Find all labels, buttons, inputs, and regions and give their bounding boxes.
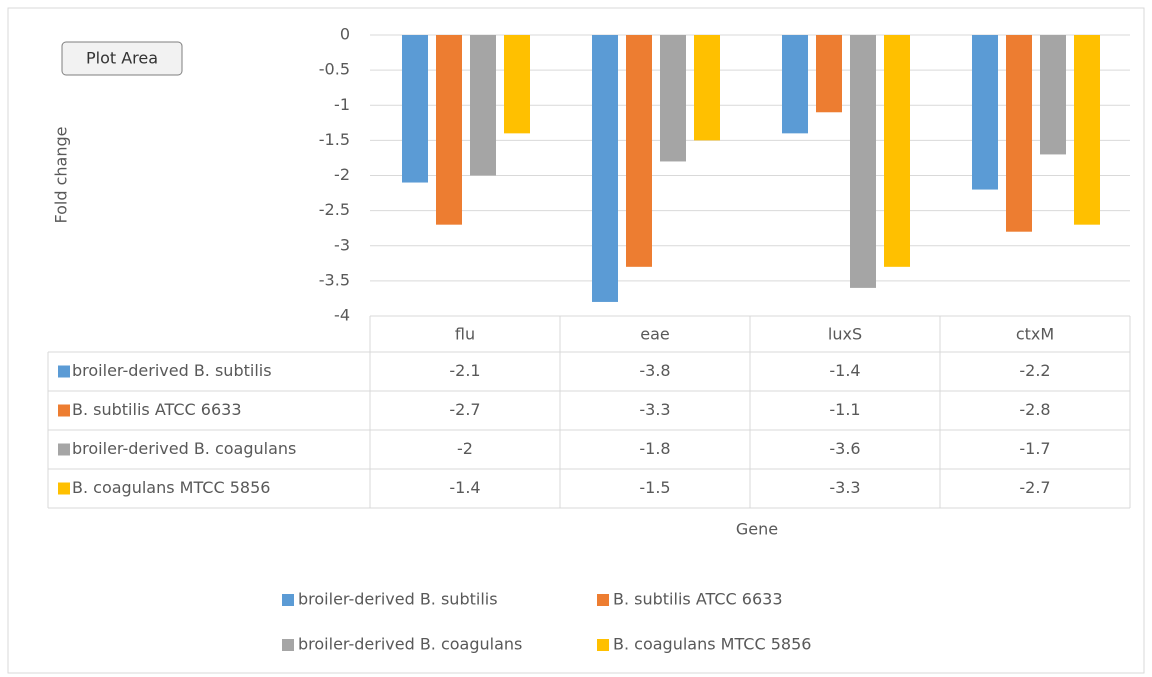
bar [436,35,462,225]
table-legend-key [58,482,70,495]
bar [1074,35,1100,225]
table-cell: -1.8 [639,439,670,458]
legend-key [282,639,294,651]
table-cell: -1.7 [1019,439,1050,458]
legend-label: broiler-derived B. subtilis [298,590,498,609]
table-cell: -3.8 [639,361,670,380]
table-legend-key [58,404,70,417]
table-cell: -2.8 [1019,400,1050,419]
table-row-label: broiler-derived B. subtilis [72,361,272,380]
chart-frame [7,7,1145,674]
legend-key [282,594,294,606]
y-tick-label: -1 [334,95,350,114]
legend-label: B. coagulans MTCC 5856 [613,635,811,654]
table-legend-key [58,365,70,378]
x-tick-label: flu [455,325,475,344]
tooltip-box [61,41,183,76]
table-cell: -1.5 [639,478,670,497]
y-tick-label: -2.5 [319,200,350,219]
table-cell: -2.2 [1019,361,1050,380]
table-cell: -1.1 [829,400,860,419]
table-cell: -3.6 [829,439,860,458]
table-cell: -3.3 [639,400,670,419]
y-axis-label: Fold change [52,127,71,224]
table-cell: -2 [457,439,473,458]
bar [884,35,910,267]
bar [504,35,530,134]
table-row-label: B. coagulans MTCC 5856 [72,478,270,497]
y-tick-label: 0 [340,25,350,44]
table-row-label: B. subtilis ATCC 6633 [72,400,242,419]
table-legend-key [58,443,70,456]
table-cell: -2.7 [449,400,480,419]
table-cell: -2.1 [449,361,480,380]
bar [782,35,808,134]
y-tick-label: -4 [334,306,350,325]
y-tick-label: -3 [334,235,350,254]
table-cell: -1.4 [829,361,860,380]
bar [660,35,686,162]
bar [1006,35,1032,232]
bar [402,35,428,183]
legend-key [597,639,609,651]
y-tick-label: -3.5 [319,270,350,289]
legend-key [597,594,609,606]
bar [694,35,720,141]
table-cell: -2.7 [1019,478,1050,497]
table-row-label: broiler-derived B. coagulans [72,439,296,458]
y-tick-label: -2 [334,165,350,184]
bar [592,35,618,302]
y-tick-label: -0.5 [319,60,350,79]
x-tick-label: eae [640,325,670,344]
bar [850,35,876,288]
bar [816,35,842,113]
tooltip: Plot Area [86,49,158,68]
table-cell: -1.4 [449,478,480,497]
legend-label: broiler-derived B. coagulans [298,635,522,654]
legend-label: B. subtilis ATCC 6633 [613,590,783,609]
table-cell: -3.3 [829,478,860,497]
y-tick-label: -1.5 [319,130,350,149]
x-axis-label: Gene [736,520,778,539]
bar [626,35,652,267]
bar [972,35,998,190]
x-tick-label: luxS [828,325,862,344]
bar [1040,35,1066,155]
x-tick-label: ctxM [1016,325,1054,344]
bar [470,35,496,176]
